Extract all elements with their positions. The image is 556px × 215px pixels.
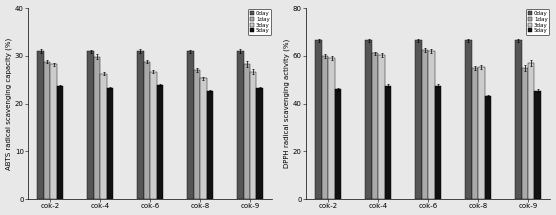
Bar [237,51,244,199]
Bar [157,84,163,199]
Bar [435,86,441,199]
Bar [94,57,100,199]
Bar [244,64,250,199]
Bar [478,67,485,199]
Bar [57,86,63,199]
Bar [187,51,193,199]
Bar [322,56,329,199]
Bar [471,68,478,199]
Bar [51,64,57,199]
Bar [528,63,534,199]
Y-axis label: DPPH radical scavenging activity (%): DPPH radical scavenging activity (%) [284,39,290,168]
Bar [385,86,391,199]
Bar [144,62,150,199]
Bar [372,54,378,199]
Bar [335,89,341,199]
Bar [200,78,207,199]
Bar [250,72,256,199]
Bar [150,72,157,199]
Bar [515,40,522,199]
Bar [207,91,213,199]
Bar [193,70,200,199]
Bar [522,68,528,199]
Bar [107,88,113,199]
Bar [422,50,428,199]
Bar [100,74,107,199]
Bar [415,40,422,199]
Bar [534,91,541,199]
Bar [485,97,491,199]
Bar [137,51,144,199]
Bar [37,51,44,199]
Bar [365,40,372,199]
Bar [44,62,51,199]
Bar [428,51,435,199]
Legend: 0day, 1day, 3day, 5day: 0day, 1day, 3day, 5day [248,9,271,35]
Bar [378,55,385,199]
Bar [256,88,263,199]
Bar [465,40,471,199]
Bar [87,51,94,199]
Y-axis label: ABTS radical scavenging capacity (%): ABTS radical scavenging capacity (%) [6,38,12,170]
Bar [315,40,322,199]
Legend: 0day, 1day, 3day, 5day: 0day, 1day, 3day, 5day [526,9,549,35]
Bar [329,58,335,199]
